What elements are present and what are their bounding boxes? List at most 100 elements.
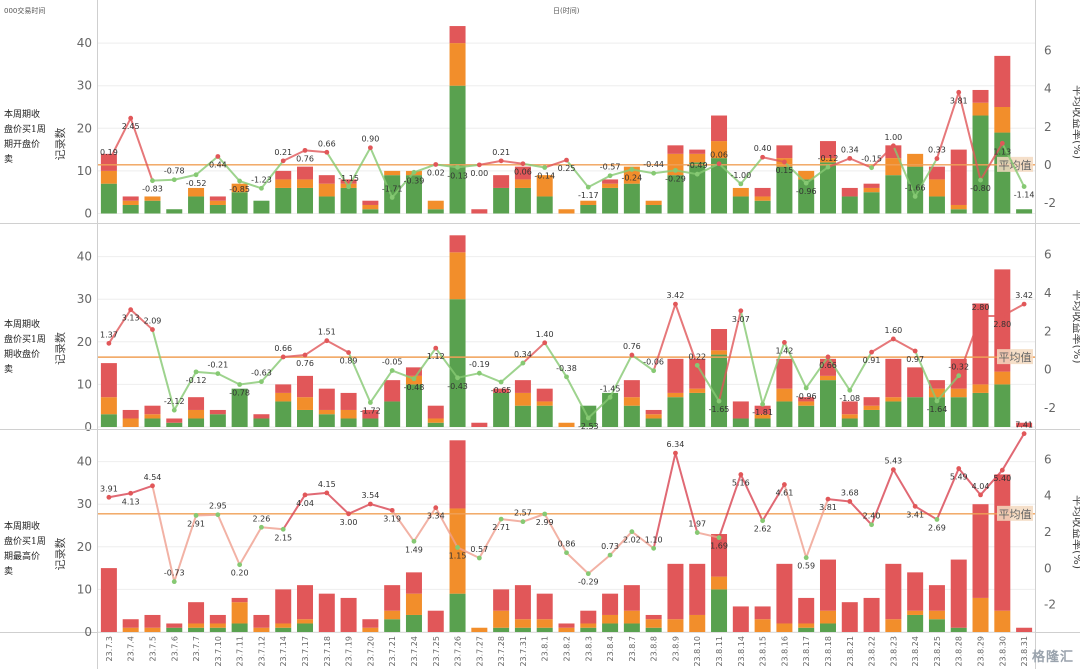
panel-3-bar-orange <box>819 610 836 624</box>
panel-3-bar-green <box>231 623 248 632</box>
panel-3-return-line-segment <box>478 518 503 559</box>
panel-1-return-line-segment <box>478 159 503 166</box>
panel-3-bar-orange <box>536 619 553 628</box>
panel-2-bar-green <box>362 418 379 427</box>
panel-3-return-label: 1.49 <box>405 545 423 554</box>
panel-2-return-label: 1.40 <box>536 330 554 339</box>
panel-2-return-point <box>999 313 1005 319</box>
panel-1-return-label: 0.90 <box>361 135 379 144</box>
panel-2-bar-green <box>972 392 989 427</box>
panel-3-return-point <box>433 505 439 511</box>
x-tick-label: 23.7.24 <box>410 636 419 667</box>
panel-3-return-line-segment <box>500 518 524 523</box>
panel-1-bar-green <box>122 204 139 214</box>
panel-1-bar-red <box>493 175 510 188</box>
panel-3-return-point <box>803 555 809 561</box>
panel-3-bar-orange <box>493 610 510 628</box>
panel-2-return-label: -1.08 <box>839 394 860 403</box>
panel-1-return-label: -0.85 <box>229 185 250 194</box>
panel-2-bar-red <box>907 367 924 398</box>
panel-2-bar-red <box>166 418 183 423</box>
panel-2-bar-red <box>623 380 640 398</box>
panel-1-return-label: 0.40 <box>754 144 772 153</box>
panel-2-return-label: -1.81 <box>752 408 773 417</box>
panel-1-return-label: 1.00 <box>884 133 902 142</box>
panel-3-return-point <box>607 552 613 558</box>
panel-1-return-point <box>760 154 766 160</box>
panel-2-bar-green <box>950 397 967 427</box>
x-tick-label: 23.8.24 <box>911 636 920 667</box>
panel-1-bar-green <box>711 158 728 214</box>
panel-2-bar-red <box>994 269 1011 372</box>
panel-2-bar-green <box>493 392 510 427</box>
panel-3-return-label: 6.34 <box>667 440 685 449</box>
panel-1-bar-red <box>819 141 836 159</box>
panel-1-bar-green <box>536 196 553 214</box>
panel-3-bar-red <box>863 597 880 632</box>
panel-1-return-line-segment <box>412 163 437 174</box>
panel-1-return-line-segment <box>369 146 394 199</box>
panel-3-return-point <box>716 535 722 541</box>
panel-1-return-label: 0.44 <box>209 160 227 169</box>
panel-2-return-label: -0.78 <box>229 389 250 398</box>
panel-1-bar-green <box>645 204 662 214</box>
panel-3-return-point <box>455 545 460 550</box>
panel-3-return-label: 4.54 <box>144 473 162 482</box>
panel-2-return-point <box>411 376 417 382</box>
panel-2-return-point <box>760 401 766 407</box>
panel-3-bar-orange <box>623 610 640 624</box>
panel-1-bar-red <box>841 187 858 197</box>
panel-2-ytick-right: 2 <box>1044 324 1052 338</box>
panel-2-return-label: 0.76 <box>623 342 641 351</box>
panel-1-bar-green <box>1016 209 1033 214</box>
panel-1-bar-orange <box>689 153 706 163</box>
panel-1-ytick-left: 10 <box>77 164 92 178</box>
panel-2-return-point <box>629 352 635 358</box>
panel-2-bar-red <box>405 367 422 376</box>
panel-1-return-label: -0.78 <box>164 167 185 176</box>
panel-2-return-line-segment <box>521 341 546 365</box>
panel-1-return-label: -0.96 <box>796 187 817 196</box>
panel-3-return-label: 5.49 <box>950 473 968 482</box>
panel-1-ytick-left: 40 <box>77 36 92 50</box>
panel-3-bar-green <box>166 627 183 632</box>
panel-3-ytick-right: 4 <box>1044 489 1052 503</box>
panel-1-bar-orange <box>275 179 292 188</box>
panel-3-return-label: 0.57 <box>470 545 488 554</box>
x-tick-label: 23.8.23 <box>889 636 898 667</box>
panel-3-bar-orange <box>122 627 139 632</box>
panel-2-return-line-segment <box>325 339 350 354</box>
panel-3-bar-red <box>209 614 226 624</box>
panel-3-return-point <box>389 507 395 513</box>
panel-1-return-point <box>346 184 351 190</box>
panel-1-bar-orange <box>449 43 466 86</box>
panel-2-bar-green <box>188 418 205 427</box>
panel-1-bar-orange <box>427 200 444 210</box>
panel-1-return-point <box>215 154 221 159</box>
panel-3-return-label: 4.15 <box>318 480 336 489</box>
panel-3-bar-orange <box>776 623 793 632</box>
panel-1-return-line-segment <box>456 163 481 169</box>
panel-2-return-line-segment <box>369 369 394 404</box>
panel-1-bar-orange <box>928 179 945 197</box>
panel-1-bar-red <box>471 209 488 214</box>
panel-3-bar-green <box>188 627 205 632</box>
panel-3-return-line-segment <box>652 452 677 550</box>
panel-3-bar-orange <box>798 623 815 628</box>
panel-1-return-line-segment <box>325 151 350 188</box>
panel-1-return-point <box>607 173 613 179</box>
panel-2-return-line-segment <box>195 370 219 375</box>
panel-2-return-line-segment <box>434 347 459 379</box>
panel-1-return-line-segment <box>957 91 982 182</box>
x-tick-label: 23.7.5 <box>148 636 157 661</box>
panel-1-return-line-segment <box>630 168 655 175</box>
panel-2-bar-red <box>362 409 379 419</box>
x-tick-label: 23.8.3 <box>584 636 593 661</box>
x-tick-label: 23.7.28 <box>497 636 506 667</box>
panel-1-return-line-segment <box>216 155 241 183</box>
panel-3-ytick-left: 10 <box>77 582 92 596</box>
x-tick-label: 23.8.29 <box>977 636 986 667</box>
panel-2-bar-red <box>493 388 510 393</box>
panel-1-return-line-segment <box>500 159 524 165</box>
